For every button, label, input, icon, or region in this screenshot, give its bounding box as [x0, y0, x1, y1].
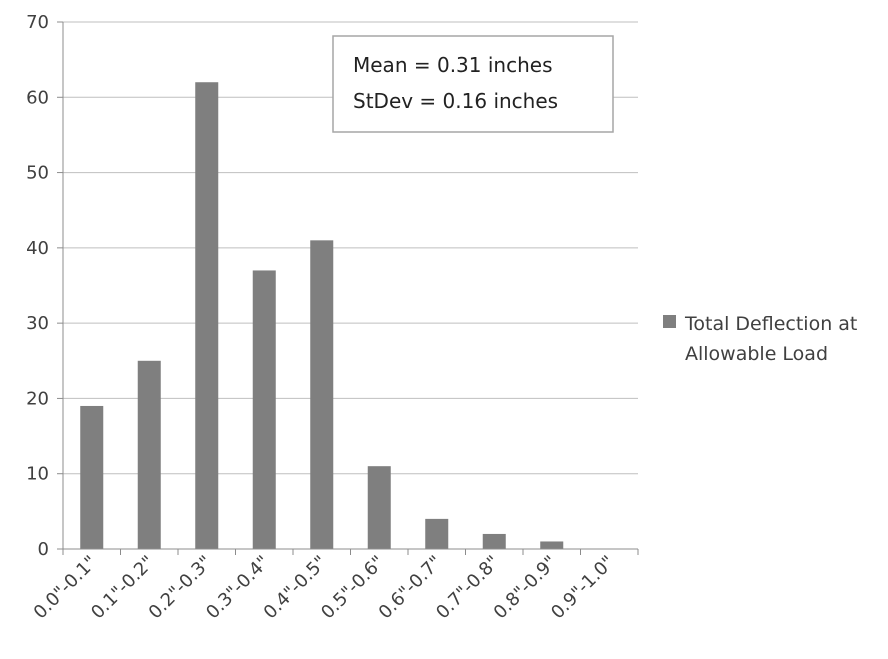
- legend: Total Deflection at Allowable Load: [663, 313, 863, 365]
- y-tick-label: 30: [26, 313, 49, 334]
- y-tick-label: 10: [26, 464, 49, 485]
- bar: [195, 82, 219, 549]
- bar: [137, 360, 161, 549]
- legend-label-line-1: Total Deflection at: [684, 313, 857, 335]
- y-tick-label: 70: [26, 12, 49, 33]
- bar: [80, 405, 104, 549]
- bars: [80, 82, 564, 550]
- y-tick-label: 20: [26, 388, 49, 409]
- y-axis: 0 10 20 30 40 50 60 70: [26, 12, 64, 560]
- stdev-annotation: StDev = 0.16 inches: [353, 89, 558, 113]
- stats-annotation-box: Mean = 0.31 inches StDev = 0.16 inches: [332, 35, 614, 133]
- bar: [252, 270, 276, 549]
- bar: [367, 466, 391, 549]
- mean-annotation: Mean = 0.31 inches: [353, 53, 552, 77]
- bar: [482, 533, 506, 549]
- legend-swatch: [663, 315, 676, 328]
- legend-label-line-2: Allowable Load: [685, 343, 828, 365]
- y-tick-label: 50: [26, 163, 49, 184]
- legend-label: Total Deflection at Allowable Load: [684, 313, 863, 365]
- y-tick-label: 40: [26, 238, 49, 259]
- stats-annotation-border: [332, 35, 614, 133]
- y-tick-label: 0: [38, 539, 49, 560]
- bar: [310, 240, 334, 550]
- x-tick-label: 0.9"-1.0": [547, 552, 619, 624]
- bar: [540, 541, 564, 549]
- bar: [425, 518, 449, 549]
- x-axis: 0.0"-0.1"0.1"-0.2"0.2"-0.3"0.3"-0.4"0.4"…: [30, 548, 639, 624]
- y-tick-label: 60: [26, 87, 49, 108]
